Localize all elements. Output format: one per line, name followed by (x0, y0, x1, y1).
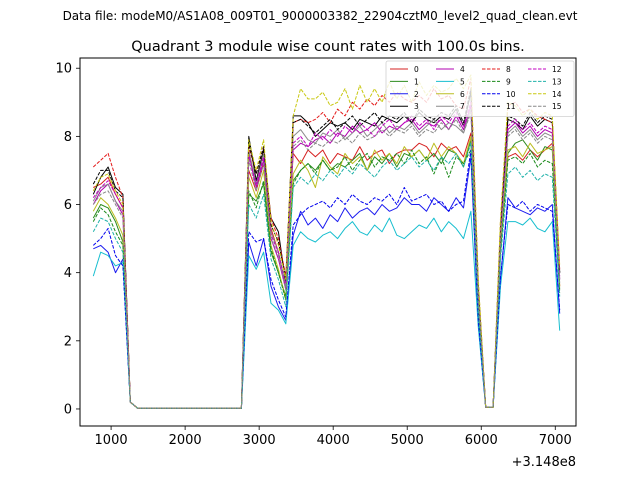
y-tick-label-4: 4 (64, 266, 72, 281)
y-tick-label-2: 2 (64, 334, 72, 349)
legend-label-1: 1 (414, 77, 419, 86)
legend-label-11: 11 (506, 102, 516, 111)
x-tick-label-5000: 5000 (391, 433, 424, 448)
legend-label-13: 13 (552, 77, 562, 86)
x-tick-label-7000: 7000 (539, 433, 572, 448)
legend-label-12: 12 (552, 65, 562, 74)
series-line-15 (92, 112, 561, 409)
x-tick-label-1000: 1000 (95, 433, 128, 448)
legend-label-14: 14 (552, 90, 562, 99)
y-tick-label-6: 6 (64, 198, 72, 213)
legend-label-0: 0 (414, 65, 419, 74)
y-tick-label-10: 10 (55, 62, 72, 77)
series-line-14 (92, 74, 561, 409)
y-tick-label-8: 8 (64, 130, 72, 145)
legend-label-3: 3 (414, 102, 419, 111)
x-axis: 1000 2000 3000 4000 5000 6000 7000 (95, 426, 572, 448)
x-tick-label-2000: 2000 (169, 433, 202, 448)
chart-title: Quadrant 3 module wise count rates with … (131, 39, 525, 55)
x-tick-label-3000: 3000 (243, 433, 276, 448)
legend-label-6: 6 (460, 90, 465, 99)
legend-label-15: 15 (552, 102, 562, 111)
x-tick-label-6000: 6000 (465, 433, 498, 448)
legend-label-2: 2 (414, 90, 419, 99)
plot-area (79, 57, 577, 427)
axes-frame (79, 57, 577, 427)
legend-label-8: 8 (506, 65, 511, 74)
suptitle: Data file: modeM0/AS1A08_009T01_90000033… (63, 9, 578, 23)
x-offset-label: +3.148e8 (512, 455, 576, 470)
y-tick-label-0: 0 (64, 402, 72, 417)
legend-label-9: 9 (506, 77, 511, 86)
y-axis: 0 2 4 6 8 10 (55, 62, 80, 417)
legend-label-4: 4 (460, 65, 465, 74)
series-layer (92, 74, 561, 409)
x-tick-label-4000: 4000 (317, 433, 350, 448)
legend-label-10: 10 (506, 90, 516, 99)
legend-label-7: 7 (460, 102, 465, 111)
legend-label-5: 5 (460, 77, 465, 86)
legend-frame (385, 60, 575, 117)
